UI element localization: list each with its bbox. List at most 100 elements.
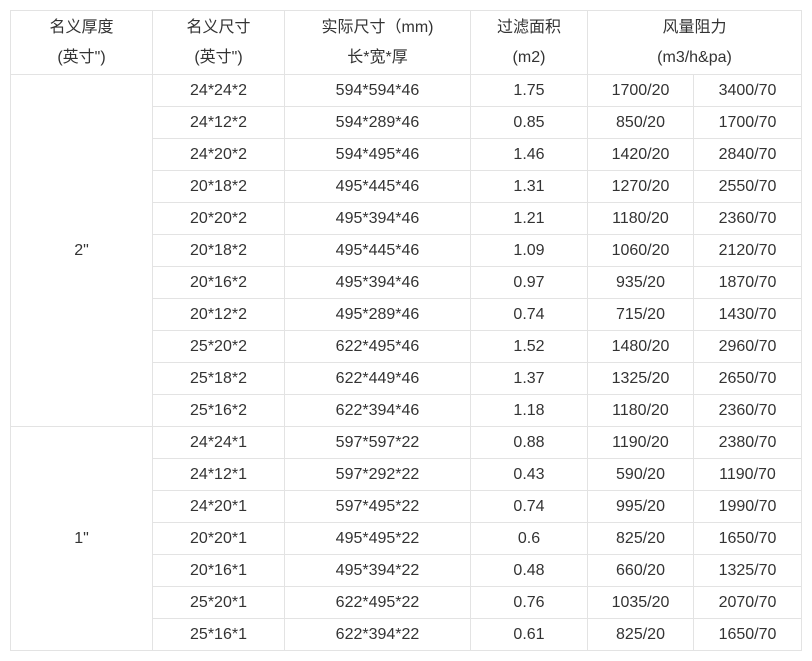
table-row: 20*16*2 495*394*46 0.97 935/20 1870/70 — [11, 266, 803, 299]
table-row: 25*18*2 622*449*46 1.37 1325/20 2650/70 — [11, 362, 803, 395]
actual-size-cell: 495*445*46 — [284, 170, 471, 203]
table-row: 24*12*1 597*292*22 0.43 590/20 1190/70 — [11, 458, 803, 491]
filter-area-cell: 0.85 — [470, 106, 588, 139]
airflow-high-cell: 2360/70 — [692, 202, 803, 235]
header-line: (m2) — [512, 48, 546, 66]
airflow-low-cell: 1180/20 — [587, 202, 694, 235]
filter-area-cell: 1.31 — [470, 170, 588, 203]
airflow-high-cell: 1325/70 — [692, 554, 803, 587]
header-actual-size: 实际尺寸（mm) 长*宽*厚 — [284, 10, 471, 75]
airflow-low-cell: 1480/20 — [587, 330, 694, 363]
actual-size-cell: 622*449*46 — [284, 362, 471, 395]
airflow-low-cell: 825/20 — [587, 618, 694, 651]
header-line: (英寸") — [194, 48, 243, 66]
filter-area-cell: 1.18 — [470, 394, 588, 427]
airflow-high-cell: 3400/70 — [692, 74, 803, 107]
nominal-size-cell: 24*20*1 — [152, 490, 285, 523]
airflow-high-cell: 2840/70 — [692, 138, 803, 171]
airflow-low-cell: 590/20 — [587, 458, 694, 491]
table-row: 25*16*1 622*394*22 0.61 825/20 1650/70 — [11, 618, 803, 651]
nominal-size-cell: 25*16*1 — [152, 618, 285, 651]
nominal-size-cell: 25*20*1 — [152, 586, 285, 619]
thickness-cell: 1" — [10, 426, 153, 651]
airflow-high-cell: 1870/70 — [692, 266, 803, 299]
airflow-low-cell: 1325/20 — [587, 362, 694, 395]
airflow-high-cell: 1650/70 — [692, 522, 803, 555]
actual-size-cell: 622*394*46 — [284, 394, 471, 427]
filter-area-cell: 0.43 — [470, 458, 588, 491]
header-line: (英寸") — [57, 48, 106, 66]
filter-area-cell: 1.46 — [470, 138, 588, 171]
airflow-low-cell: 1420/20 — [587, 138, 694, 171]
header-line: 名义厚度 — [49, 18, 114, 36]
nominal-size-cell: 20*12*2 — [152, 298, 285, 331]
actual-size-cell: 597*292*22 — [284, 458, 471, 491]
header-line: 名义尺寸 — [186, 18, 251, 36]
header-nominal-size: 名义尺寸 (英寸") — [152, 10, 285, 75]
actual-size-cell: 594*594*46 — [284, 74, 471, 107]
airflow-low-cell: 995/20 — [587, 490, 694, 523]
nominal-size-cell: 25*16*2 — [152, 394, 285, 427]
table-row: 25*20*1 622*495*22 0.76 1035/20 2070/70 — [11, 586, 803, 619]
airflow-high-cell: 1430/70 — [692, 298, 803, 331]
nominal-size-cell: 20*16*2 — [152, 266, 285, 299]
table-row: 1" 24*24*1 597*597*22 0.88 1190/20 2380/70 — [10, 426, 803, 651]
nominal-size-cell: 25*18*2 — [152, 362, 285, 395]
filter-area-cell: 1.09 — [470, 234, 588, 267]
nominal-size-cell: 24*24*2 — [152, 74, 285, 107]
airflow-low-cell: 1190/20 — [587, 426, 694, 459]
filter-spec-table: 名义厚度 (英寸") 名义尺寸 (英寸") 实际尺寸（mm) 长*宽*厚 过滤面积 (m… — [10, 10, 803, 651]
nominal-size-cell: 25*20*2 — [152, 330, 285, 363]
actual-size-cell: 597*597*22 — [284, 426, 471, 459]
airflow-high-cell: 1990/70 — [692, 490, 803, 523]
actual-size-cell: 495*289*46 — [284, 298, 471, 331]
header-line: 实际尺寸（mm) — [321, 18, 434, 36]
actual-size-cell: 597*495*22 — [284, 490, 471, 523]
actual-size-cell: 495*394*46 — [284, 202, 471, 235]
thickness-cell: 2" — [10, 74, 153, 427]
filter-area-cell: 0.97 — [470, 266, 588, 299]
table-row: 20*20*2 495*394*46 1.21 1180/20 2360/70 — [11, 202, 803, 235]
actual-size-cell: 495*495*22 — [284, 522, 471, 555]
actual-size-cell: 495*394*22 — [284, 554, 471, 587]
header-nominal-thickness: 名义厚度 (英寸") — [10, 10, 153, 75]
nominal-size-cell: 20*20*1 — [152, 522, 285, 555]
table-row: 25*16*2 622*394*46 1.18 1180/20 2360/70 — [11, 394, 803, 427]
airflow-high-cell: 2650/70 — [692, 362, 803, 395]
airflow-high-cell: 2550/70 — [692, 170, 803, 203]
header-row: 名义厚度 (英寸") 名义尺寸 (英寸") 实际尺寸（mm) 长*宽*厚 过滤面积 (m… — [10, 10, 803, 75]
header-line: (m3/h&pa) — [657, 48, 732, 66]
airflow-low-cell: 1035/20 — [587, 586, 694, 619]
actual-size-cell: 594*495*46 — [284, 138, 471, 171]
filter-area-cell: 0.88 — [470, 426, 588, 459]
header-airflow-resistance: 风量阻力 (m3/h&pa) — [586, 10, 803, 75]
table-row: 2" 24*24*2 594*594*46 1.75 1700/20 3400/70 — [10, 74, 803, 427]
airflow-high-cell: 1190/70 — [692, 458, 803, 491]
nominal-size-cell: 20*18*2 — [152, 170, 285, 203]
nominal-size-cell: 20*16*1 — [152, 554, 285, 587]
airflow-low-cell: 1180/20 — [587, 394, 694, 427]
actual-size-cell: 495*445*46 — [284, 234, 471, 267]
filter-area-cell: 0.74 — [470, 490, 588, 523]
actual-size-cell: 495*394*46 — [284, 266, 471, 299]
table-row: 20*18*2 495*445*46 1.31 1270/20 2550/70 — [11, 170, 803, 203]
airflow-high-cell: 1650/70 — [692, 618, 803, 651]
filter-area-cell: 1.75 — [470, 74, 588, 107]
header-line: 过滤面积 — [496, 18, 561, 36]
nominal-size-cell: 20*20*2 — [152, 202, 285, 235]
actual-size-cell: 594*289*46 — [284, 106, 471, 139]
airflow-low-cell: 935/20 — [587, 266, 694, 299]
airflow-low-cell: 715/20 — [587, 298, 694, 331]
filter-area-cell: 0.48 — [470, 554, 588, 587]
airflow-low-cell: 1700/20 — [587, 74, 694, 107]
airflow-low-cell: 825/20 — [587, 522, 694, 555]
airflow-high-cell: 2120/70 — [692, 234, 803, 267]
nominal-size-cell: 24*20*2 — [152, 138, 285, 171]
filter-area-cell: 0.76 — [470, 586, 588, 619]
actual-size-cell: 622*495*22 — [284, 586, 471, 619]
airflow-low-cell: 1270/20 — [587, 170, 694, 203]
nominal-size-cell: 24*12*1 — [152, 458, 285, 491]
airflow-high-cell: 2070/70 — [692, 586, 803, 619]
nominal-size-cell: 20*18*2 — [152, 234, 285, 267]
filter-area-cell: 1.21 — [470, 202, 588, 235]
